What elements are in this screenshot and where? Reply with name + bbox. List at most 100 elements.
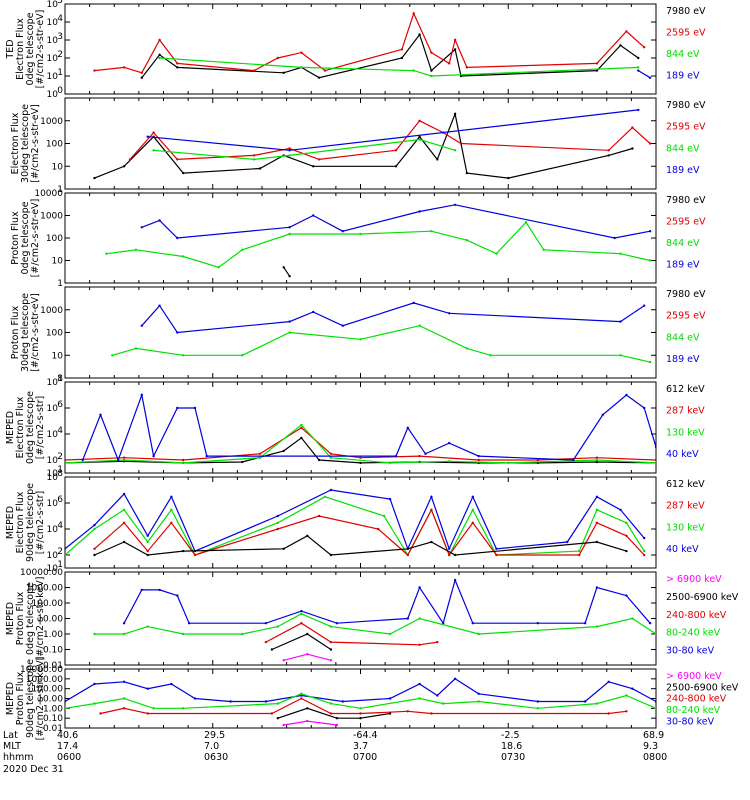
series-line xyxy=(65,496,645,557)
y-tick-label: 10 xyxy=(47,90,59,100)
data-point xyxy=(631,147,634,150)
data-point xyxy=(122,707,126,710)
data-point xyxy=(176,236,179,240)
footer-col1-mlt: 7.0 xyxy=(204,741,219,752)
data-point xyxy=(241,460,244,464)
data-point xyxy=(317,76,321,79)
data-point xyxy=(122,456,126,459)
data-point xyxy=(140,76,143,79)
data-point xyxy=(193,553,197,557)
y-axis-label-line: [#/cm2-s-str-eV] xyxy=(30,104,41,183)
data-point xyxy=(146,625,149,628)
y-tick-label: 0.10 xyxy=(43,646,63,656)
data-point xyxy=(329,452,333,455)
data-point xyxy=(152,149,155,152)
data-point xyxy=(288,147,291,150)
footer-col4-lat: 68.9 xyxy=(643,730,664,741)
y-tick-label: 10 xyxy=(47,469,59,479)
data-point xyxy=(182,171,185,175)
footer-col2-lat: -64.4 xyxy=(353,730,378,741)
y-axis-label-line: Electron Flux xyxy=(10,112,21,174)
data-point xyxy=(595,62,599,65)
y-tick-label: 1000 xyxy=(40,117,63,127)
series-line xyxy=(123,578,651,625)
y-axis-label-line: MEPED xyxy=(5,411,16,444)
y-axis-label-line: MEPED xyxy=(5,602,16,635)
data-point xyxy=(252,154,256,157)
data-point xyxy=(495,547,498,550)
data-point xyxy=(643,304,646,307)
y-tick-label: 10 xyxy=(47,0,59,10)
data-point xyxy=(388,697,392,700)
data-point xyxy=(241,632,244,636)
y-axis-label-line: 0deg telescope xyxy=(25,12,36,85)
data-point xyxy=(400,48,404,51)
time-axis-footer: Lat MLT hhmm 2020 Dec 31 40.6 17.4 0600 … xyxy=(3,730,667,775)
data-point xyxy=(264,640,268,644)
legend-entry: 612 keV xyxy=(666,479,705,490)
y-axis-label-line: [#/cm2-s-str] xyxy=(35,396,46,459)
data-point xyxy=(566,540,569,544)
legend-entry: 130 keV xyxy=(666,522,705,533)
legend-entry: 189 eV xyxy=(666,259,700,270)
y-axis-label-line: [#/cm2-s-str-keV] xyxy=(35,577,46,661)
data-point xyxy=(578,553,581,557)
data-point xyxy=(648,259,652,262)
data-point xyxy=(152,707,155,710)
data-point xyxy=(406,547,409,550)
data-point xyxy=(595,456,599,459)
data-point xyxy=(648,76,652,79)
data-point xyxy=(406,710,409,713)
data-point xyxy=(329,712,333,715)
data-point xyxy=(418,138,421,141)
y-tick-label: 0.10 xyxy=(43,714,63,724)
data-point xyxy=(625,594,628,597)
data-point xyxy=(625,521,628,524)
data-point xyxy=(152,454,155,458)
data-point xyxy=(182,632,185,636)
y-tick-label: 1000 xyxy=(40,306,63,316)
data-point xyxy=(122,680,126,683)
data-point xyxy=(300,622,303,625)
data-point xyxy=(282,449,285,453)
data-point xyxy=(341,324,344,327)
data-point xyxy=(329,456,333,459)
data-point xyxy=(418,135,421,138)
panel-ted-electron-30deg: 1000 100 10 1 Electron Flux 30deg telescope [#… xyxy=(10,97,706,195)
series-group xyxy=(111,301,652,364)
legend-entry: 189 eV xyxy=(666,354,700,365)
series-line xyxy=(106,221,651,268)
data-point xyxy=(170,682,173,686)
y-tick-label: 10 xyxy=(47,430,59,440)
data-point xyxy=(329,702,333,705)
data-point xyxy=(93,527,96,531)
footer-row-label-hhmm: hhmm xyxy=(3,752,34,763)
data-point xyxy=(359,456,362,459)
data-point xyxy=(122,492,126,496)
data-point xyxy=(282,547,285,550)
data-point xyxy=(607,712,610,715)
data-point xyxy=(288,331,291,334)
y-axis-label-line: 30deg telescope xyxy=(20,104,31,183)
legend-entry: > 6900 keV xyxy=(666,671,722,682)
data-point xyxy=(288,154,291,157)
data-point xyxy=(412,12,415,15)
data-point xyxy=(65,707,67,710)
data-point xyxy=(65,700,67,703)
data-point xyxy=(306,707,309,710)
y-tick-exponent: 4 xyxy=(57,521,63,531)
data-point xyxy=(140,588,143,592)
data-point xyxy=(288,275,291,278)
y-tick-label: 10 xyxy=(47,18,59,28)
y-axis-label-line: Proton Flux xyxy=(15,591,26,645)
y-tick-label: 10 xyxy=(47,499,59,509)
panel-frame xyxy=(64,3,657,95)
data-point xyxy=(637,108,640,112)
data-point xyxy=(412,69,415,72)
data-point xyxy=(394,165,398,168)
data-point xyxy=(146,687,149,690)
data-point xyxy=(288,149,291,152)
y-tick-label: 1.00 xyxy=(43,630,63,640)
series-line xyxy=(283,266,291,277)
